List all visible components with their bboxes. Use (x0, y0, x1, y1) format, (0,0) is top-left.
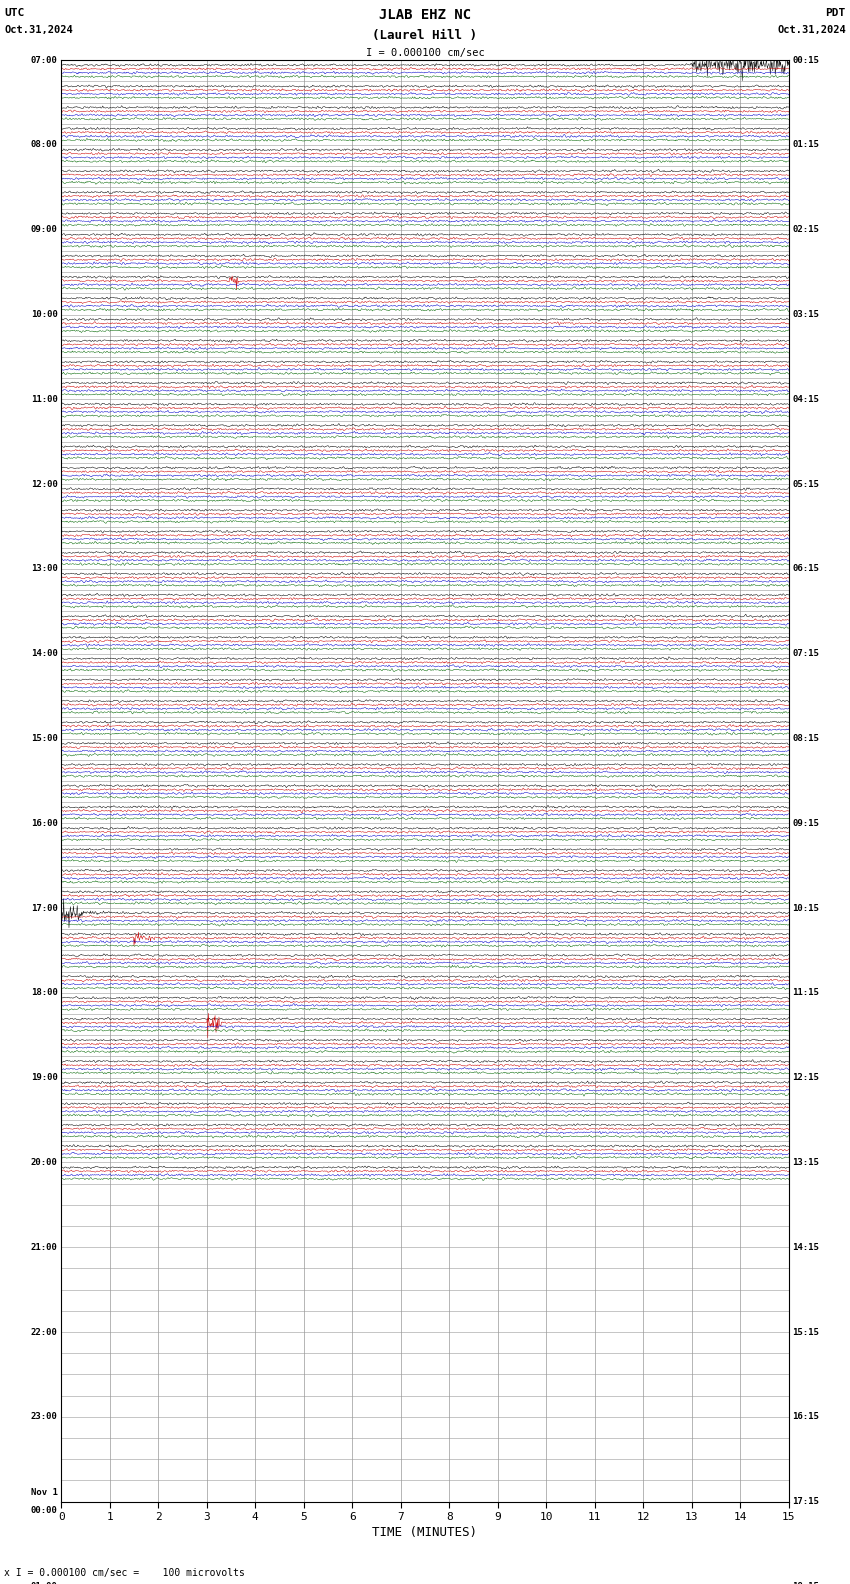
Text: 11:15: 11:15 (792, 988, 819, 998)
X-axis label: TIME (MINUTES): TIME (MINUTES) (372, 1527, 478, 1540)
Text: I = 0.000100 cm/sec: I = 0.000100 cm/sec (366, 48, 484, 57)
Text: x I = 0.000100 cm/sec =    100 microvolts: x I = 0.000100 cm/sec = 100 microvolts (4, 1568, 245, 1578)
Text: 15:15: 15:15 (792, 1327, 819, 1337)
Text: 07:15: 07:15 (792, 649, 819, 659)
Text: (Laurel Hill ): (Laurel Hill ) (372, 29, 478, 41)
Text: 14:15: 14:15 (792, 1243, 819, 1251)
Text: Oct.31,2024: Oct.31,2024 (4, 25, 73, 35)
Text: 10:00: 10:00 (31, 310, 58, 318)
Text: PDT: PDT (825, 8, 846, 17)
Text: 01:15: 01:15 (792, 141, 819, 149)
Text: 18:00: 18:00 (31, 988, 58, 998)
Text: 19:00: 19:00 (31, 1074, 58, 1082)
Text: 00:00: 00:00 (31, 1506, 58, 1516)
Text: 02:15: 02:15 (792, 225, 819, 234)
Text: 16:00: 16:00 (31, 819, 58, 828)
Text: 09:15: 09:15 (792, 819, 819, 828)
Text: 11:00: 11:00 (31, 394, 58, 404)
Text: UTC: UTC (4, 8, 25, 17)
Text: Oct.31,2024: Oct.31,2024 (777, 25, 846, 35)
Text: 09:00: 09:00 (31, 225, 58, 234)
Text: Nov 1: Nov 1 (31, 1487, 58, 1497)
Text: 06:15: 06:15 (792, 564, 819, 573)
Text: 16:15: 16:15 (792, 1413, 819, 1421)
Text: 12:00: 12:00 (31, 480, 58, 488)
Text: 04:15: 04:15 (792, 394, 819, 404)
Text: 01:00: 01:00 (31, 1582, 58, 1584)
Text: 03:15: 03:15 (792, 310, 819, 318)
Text: 05:15: 05:15 (792, 480, 819, 488)
Text: 17:15: 17:15 (792, 1497, 819, 1506)
Text: 21:00: 21:00 (31, 1243, 58, 1251)
Text: 00:15: 00:15 (792, 55, 819, 65)
Text: 22:00: 22:00 (31, 1327, 58, 1337)
Text: 13:00: 13:00 (31, 564, 58, 573)
Text: 14:00: 14:00 (31, 649, 58, 659)
Text: 10:15: 10:15 (792, 903, 819, 912)
Text: 18:15: 18:15 (792, 1582, 819, 1584)
Text: 08:15: 08:15 (792, 733, 819, 743)
Text: 07:00: 07:00 (31, 55, 58, 65)
Text: 20:00: 20:00 (31, 1158, 58, 1167)
Text: 13:15: 13:15 (792, 1158, 819, 1167)
Text: JLAB EHZ NC: JLAB EHZ NC (379, 8, 471, 22)
Text: 23:00: 23:00 (31, 1413, 58, 1421)
Text: 12:15: 12:15 (792, 1074, 819, 1082)
Text: 15:00: 15:00 (31, 733, 58, 743)
Text: 17:00: 17:00 (31, 903, 58, 912)
Text: 08:00: 08:00 (31, 141, 58, 149)
